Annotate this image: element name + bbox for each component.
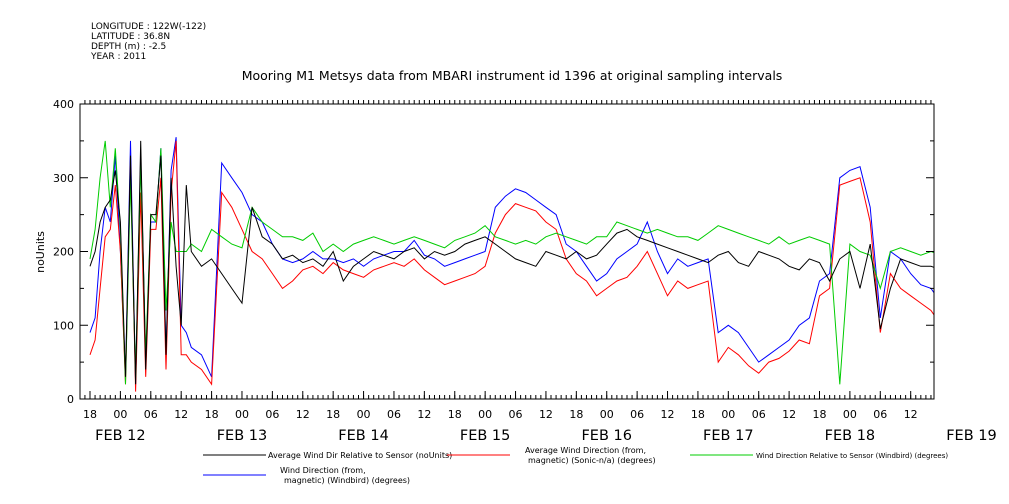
y-tick-label: 100 [53,319,74,332]
y-tick-label: 400 [53,98,74,111]
series-line-wind-direction-windbird [89,137,934,385]
x-tick-label: 00 [721,408,735,421]
x-tick-label: 06 [752,408,766,421]
legend-label-avg-wind-direction-sonic-1: Average Wind Direction (from, [525,446,646,455]
x-tick-label: 06 [630,408,644,421]
series-line-avg-wind-direction-sonic [89,140,934,392]
x-tick-label: 06 [873,408,887,421]
x-tick-label: 18 [205,408,219,421]
x-tick-label: 06 [265,408,279,421]
x-day-label: FEB 18 [825,428,876,444]
axes-layer: 0 100 200 300 400 18 00 06 12 18 00 06 12 18 00 06 12 18 0… [53,98,997,444]
latitude-label: LATITUDE : 36.8N [91,32,171,42]
x-tick-label: 18 [83,408,97,421]
legend-label-wind-direction-relative-windbird: Wind Direction Relative to Sensor (Windb… [756,452,948,460]
longitude-label: LONGITUDE : 122W(-122) [91,22,207,32]
year-label: YEAR : 2011 [91,52,147,62]
x-tick-label: 12 [539,408,553,421]
series-line-wind-direction-relative-windbird [89,140,934,385]
x-tick-label: 00 [478,408,492,421]
x-day-label: FEB 17 [703,428,754,444]
y-tick-label: 200 [53,246,74,259]
x-tick-label: 18 [691,408,705,421]
plot-frame [79,103,935,400]
x-tick-label: 12 [417,408,431,421]
series-layer [89,137,934,392]
x-tick-label: 06 [387,408,401,421]
x-tick-label: 00 [600,408,614,421]
x-tick-label: 18 [569,408,583,421]
y-tick-label: 0 [67,393,74,406]
x-day-label: FEB 13 [217,428,268,444]
x-tick-label: 00 [235,408,249,421]
y-axis-label: noUnits [34,231,47,273]
x-day-label: FEB 15 [460,428,511,444]
x-tick-label: 12 [661,408,675,421]
x-tick-label: 18 [326,408,340,421]
x-day-label: FEB 12 [95,428,146,444]
x-tick-label: 12 [296,408,310,421]
x-tick-label: 12 [782,408,796,421]
x-day-label: FEB 19 [946,428,997,444]
chart-title: Mooring M1 Metsys data from MBARI instru… [242,68,783,83]
y-tick-label: 300 [53,172,74,185]
legend-label-wind-direction-windbird-2: magnetic) (Windbird) (degrees) [284,476,410,485]
x-tick-label: 18 [448,408,462,421]
metadata-block: LONGITUDE : 122W(-122) LATITUDE : 36.8N … [91,22,206,62]
x-tick-label: 12 [904,408,918,421]
x-tick-label: 00 [113,408,127,421]
legend-label-avg-wind-dir-relative: Average Wind Dir Relative to Sensor (noU… [268,451,452,460]
x-tick-label: 06 [509,408,523,421]
x-tick-label: 06 [144,408,158,421]
legend-label-avg-wind-direction-sonic-2: magnetic) (Sonic-n/a) (degrees) [528,456,656,465]
x-tick-label: 18 [813,408,827,421]
x-tick-label: 00 [843,408,857,421]
x-day-label: FEB 16 [581,428,632,444]
legend-label-wind-direction-windbird-1: Wind Direction (from, [280,466,366,475]
x-tick-label: 00 [357,408,371,421]
x-tick-label: 12 [174,408,188,421]
depth-label: DEPTH (m) : -2.5 [91,42,167,52]
x-day-label: FEB 14 [338,428,389,444]
series-line-avg-wind-dir-relative [89,140,934,385]
legend: Average Wind Dir Relative to Sensor (noU… [203,446,948,485]
